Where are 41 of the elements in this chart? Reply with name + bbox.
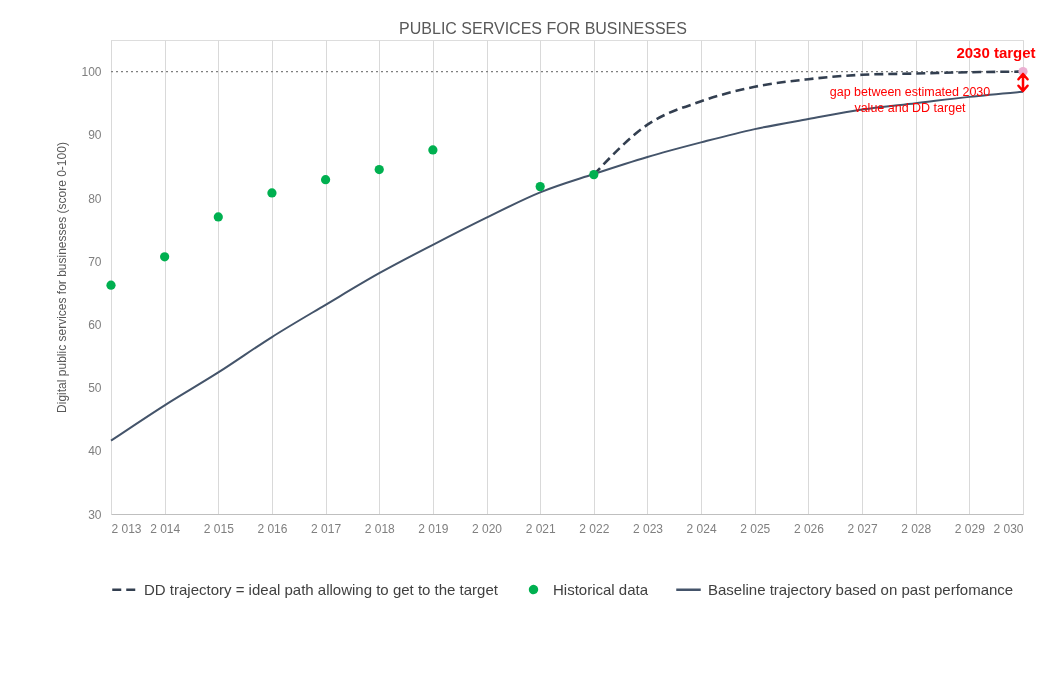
x-tick-label: 2 014 xyxy=(150,521,181,536)
y-tick-label: 80 xyxy=(88,191,102,206)
point xyxy=(374,164,384,175)
x-tick-label: 2 016 xyxy=(257,521,288,536)
point xyxy=(320,175,331,185)
legend-label: Baseline trajectory based on past perfomance xyxy=(708,580,1014,598)
x-tick-label: 2 029 xyxy=(954,521,986,536)
point xyxy=(160,252,170,262)
x-tick-label: 2 030 xyxy=(993,521,1024,536)
point xyxy=(535,182,545,192)
x-tick-label: 2 018 xyxy=(364,521,396,536)
x-tick-label: 2 028 xyxy=(901,521,932,536)
x-tick-label: 2 019 xyxy=(418,521,449,536)
y-tick-label: 40 xyxy=(88,444,102,459)
legend-label: Historical data xyxy=(553,580,649,598)
x-tick-label: 2 021 xyxy=(525,521,557,536)
y-tick-label: 60 xyxy=(88,317,102,332)
y-tick-label: 70 xyxy=(88,254,102,269)
x-tick-label: 2 026 xyxy=(793,521,825,536)
y-tick-label: 30 xyxy=(88,507,102,522)
legend-label: DD trajectory = ideal path allowing to get to the target xyxy=(144,580,499,598)
point xyxy=(589,170,599,180)
x-tick-label: 2 025 xyxy=(740,521,771,536)
x-tick-label: 2 020 xyxy=(472,521,503,536)
point xyxy=(267,188,277,198)
x-tick-label: 2 024 xyxy=(686,521,717,536)
x-tick-label: 2 023 xyxy=(632,521,664,536)
x-tick-label: 2 015 xyxy=(203,521,235,536)
point xyxy=(428,145,438,155)
y-tick-label: 50 xyxy=(88,381,102,396)
chart-title: PUBLIC SERVICES FOR BUSINESSES xyxy=(399,20,687,37)
x-tick-label: 2 013 xyxy=(111,521,142,536)
x-tick-label: 2 022 xyxy=(579,521,610,536)
y-axis-title: Digital public services for businesses (score 0-100) xyxy=(55,142,70,413)
point xyxy=(106,280,116,290)
x-tick-label: 2 017 xyxy=(311,521,342,536)
y-tick-label: 100 xyxy=(81,65,102,80)
annotation: 2030 target xyxy=(956,43,1036,61)
x-tick-label: 2 027 xyxy=(847,521,878,536)
point xyxy=(213,212,223,222)
y-tick-label: 90 xyxy=(88,128,102,143)
